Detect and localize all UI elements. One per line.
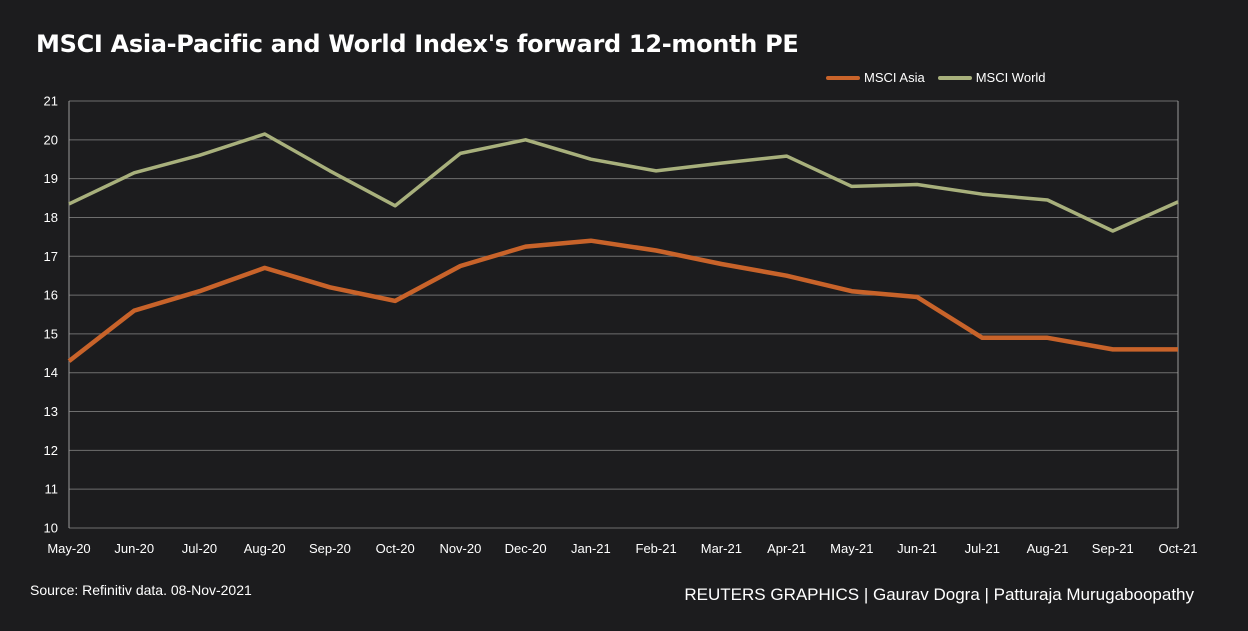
x-tick-label: Jun-20 <box>114 541 154 556</box>
data-point-msci-world <box>393 204 397 208</box>
data-point-msci-world <box>328 169 332 173</box>
data-point-msci-world <box>524 138 528 142</box>
data-point-msci-asia <box>67 359 71 363</box>
data-point-msci-world <box>132 171 136 175</box>
x-tick-label: May-20 <box>47 541 90 556</box>
data-point-msci-world <box>458 151 462 155</box>
y-tick-label: 15 <box>44 326 58 341</box>
data-point-msci-world <box>1111 229 1115 233</box>
data-point-msci-world <box>1046 198 1050 202</box>
data-point-msci-asia <box>132 309 136 313</box>
data-point-msci-asia <box>328 285 332 289</box>
y-tick-label: 16 <box>44 288 58 303</box>
y-tick-label: 19 <box>44 171 58 186</box>
data-point-msci-asia <box>719 262 723 266</box>
x-tick-label: Jan-21 <box>571 541 611 556</box>
y-tick-label: 13 <box>44 404 58 419</box>
y-tick-label: 14 <box>44 365 58 380</box>
data-point-msci-asia <box>197 289 201 293</box>
legend-label-world: MSCI World <box>975 70 1046 85</box>
data-point-msci-asia <box>1111 347 1115 351</box>
x-tick-label: Jul-21 <box>965 541 1000 556</box>
x-tick-label: Jun-21 <box>897 541 937 556</box>
series-line-msci-world <box>68 132 1179 233</box>
data-point-msci-asia <box>915 295 919 299</box>
x-tick-label: Sep-20 <box>309 541 351 556</box>
x-tick-label: Nov-20 <box>439 541 481 556</box>
data-point-msci-asia <box>785 274 789 278</box>
y-tick-label: 12 <box>44 443 58 458</box>
series-line-msci-asia <box>67 238 1178 363</box>
x-tick-label: May-21 <box>830 541 873 556</box>
legend-label-asia: MSCI Asia <box>864 70 925 85</box>
credit-line: REUTERS GRAPHICS | Gaurav Dogra | Pattur… <box>684 585 1194 604</box>
legend-swatch-world <box>937 75 972 80</box>
x-tick-label: Mar-21 <box>701 541 742 556</box>
x-tick-label: Jul-20 <box>182 541 217 556</box>
data-point-msci-world <box>589 157 593 161</box>
data-point-msci-world <box>1176 200 1180 204</box>
x-tick-label: Aug-20 <box>244 541 286 556</box>
data-point-msci-asia <box>263 266 267 270</box>
source-note: Source: Refinitiv data. 08-Nov-2021 <box>30 582 252 598</box>
legend-item-world: MSCI World <box>937 70 1046 85</box>
data-point-msci-asia <box>524 245 528 249</box>
chart-title: MSCI Asia-Pacific and World Index's forw… <box>36 30 799 58</box>
data-point-msci-asia <box>393 299 397 303</box>
chart-legend: MSCI Asia MSCI World <box>826 70 1059 85</box>
x-tick-label: Feb-21 <box>636 541 677 556</box>
data-point-msci-world <box>785 154 789 158</box>
y-tick-label: 18 <box>44 210 58 225</box>
y-tick-label: 20 <box>44 132 58 147</box>
x-tick-label: Oct-20 <box>376 541 415 556</box>
data-point-msci-asia <box>1046 336 1050 340</box>
data-point-msci-world <box>654 169 658 173</box>
y-tick-label: 21 <box>44 94 58 109</box>
data-point-msci-world <box>719 161 723 165</box>
data-point-msci-world <box>915 182 919 186</box>
data-point-msci-world <box>980 192 984 196</box>
data-point-msci-asia <box>589 239 593 243</box>
data-point-msci-asia <box>1176 347 1180 351</box>
x-tick-label: Apr-21 <box>767 541 806 556</box>
data-point-msci-asia <box>458 264 462 268</box>
y-tick-label: 11 <box>45 482 59 497</box>
data-point-msci-world <box>263 132 267 136</box>
x-tick-label: Dec-20 <box>505 541 547 556</box>
data-point-msci-world <box>197 153 201 157</box>
data-point-msci-asia <box>654 248 658 252</box>
data-point-msci-asia <box>850 289 854 293</box>
x-tick-label: Aug-21 <box>1027 541 1069 556</box>
y-tick-label: 17 <box>44 249 58 264</box>
data-point-msci-asia <box>980 336 984 340</box>
x-tick-label: Oct-21 <box>1158 541 1197 556</box>
y-tick-label: 10 <box>44 521 58 536</box>
data-point-msci-world <box>67 202 71 206</box>
data-point-msci-world <box>850 184 854 188</box>
legend-swatch-asia <box>826 75 860 80</box>
x-tick-label: Sep-21 <box>1092 541 1134 556</box>
legend-item-asia: MSCI Asia <box>826 70 925 85</box>
